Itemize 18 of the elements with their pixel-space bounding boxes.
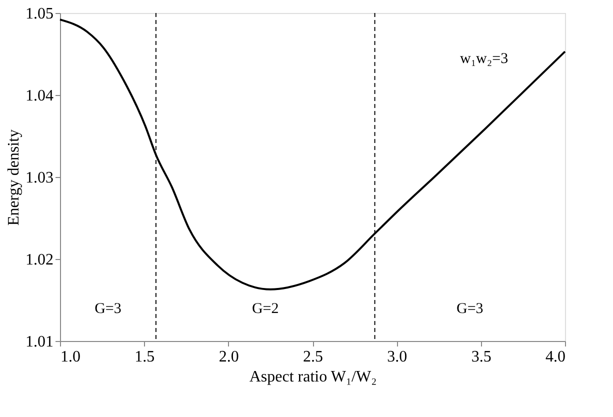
x-tick-label: 3.0: [387, 348, 408, 366]
y-tick-label: 1.04: [26, 88, 54, 104]
x-tick-label: 2.0: [218, 348, 239, 366]
y-tick-label: 1.01: [26, 334, 54, 350]
annotation: G=3: [94, 301, 122, 318]
x-tick-label: 1.5: [134, 348, 155, 366]
x-axis-title: Aspect ratio W₁/W₂: [249, 368, 377, 386]
x-tick-label: 2.5: [303, 348, 323, 366]
x-tick-label: 4.0: [546, 348, 566, 366]
y-tick-label: 1.05: [26, 6, 54, 22]
x-tick-label: 1.0: [60, 348, 80, 366]
x-tick-label: 3.5: [471, 348, 492, 366]
y-axis-title: Energy density: [6, 129, 22, 226]
annotation: w₁w₂=3: [460, 51, 508, 67]
y-tick-label: 1.02: [26, 252, 54, 268]
y-tick-label: 1.03: [26, 170, 54, 186]
annotation: G=2: [252, 301, 279, 318]
annotation: G=3: [456, 301, 484, 318]
